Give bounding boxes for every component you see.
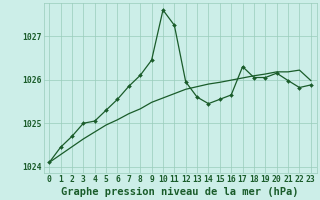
X-axis label: Graphe pression niveau de la mer (hPa): Graphe pression niveau de la mer (hPa) bbox=[61, 186, 299, 197]
